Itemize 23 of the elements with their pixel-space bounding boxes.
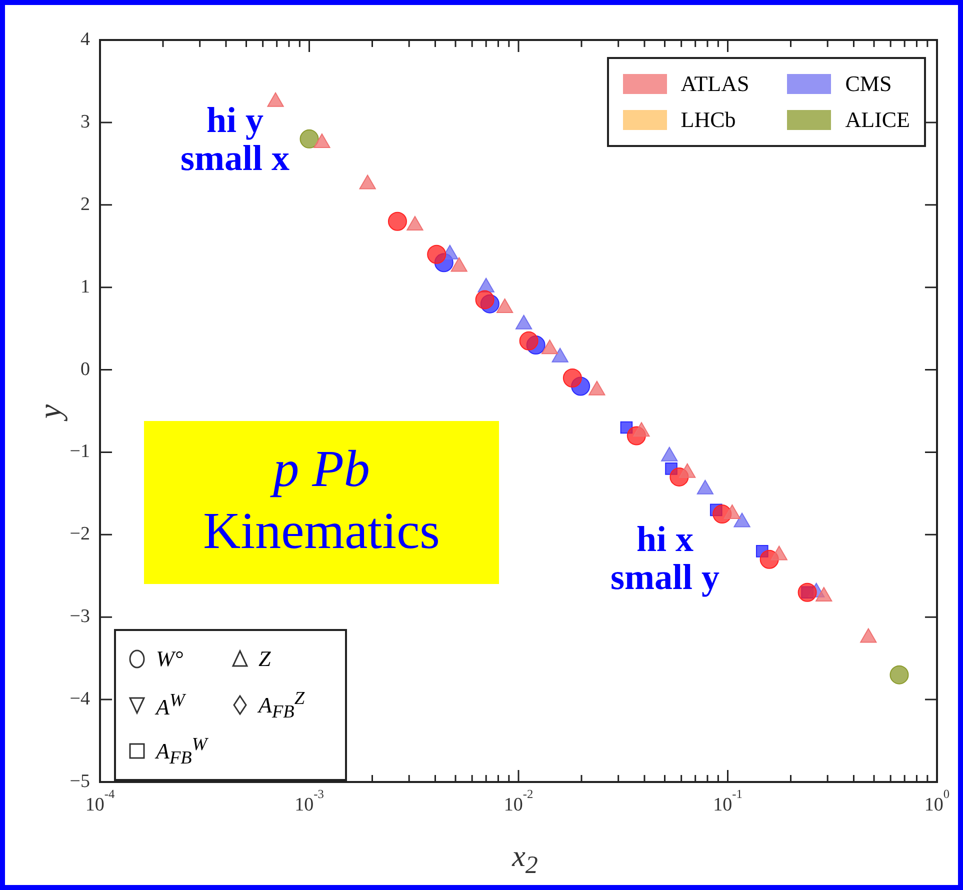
annotation: A$^{W}$ [156,690,185,720]
legend-label: ATLAS [680,71,750,97]
legend-label: ALICE [845,107,910,133]
y-tick-label: −1 [70,441,90,462]
legend-label: CMS [845,71,892,97]
y-tick-label: −5 [70,770,90,792]
annotation: hi y small x [179,100,290,178]
y-tick-label: 4 [80,28,90,50]
y-tick-label: 1 [80,276,90,298]
y-axis-title: y [32,403,68,424]
y-tick-label: 2 [80,194,90,215]
text: Kinematics [202,502,441,562]
y-tick-label: 0 [80,358,90,380]
text: p Pb [269,440,371,500]
legend-label: LHCb [680,107,736,133]
y-tick-label: −4 [70,688,90,710]
y-tick-label: −3 [70,606,90,628]
annotation: Z [258,646,271,672]
y-tick-label: −2 [70,524,90,545]
y-tick-label: 3 [80,111,90,132]
annotation: W° [156,646,184,672]
x-axis-title: x$_{2}$ [510,840,539,880]
annotation: hi x small y [609,519,720,597]
